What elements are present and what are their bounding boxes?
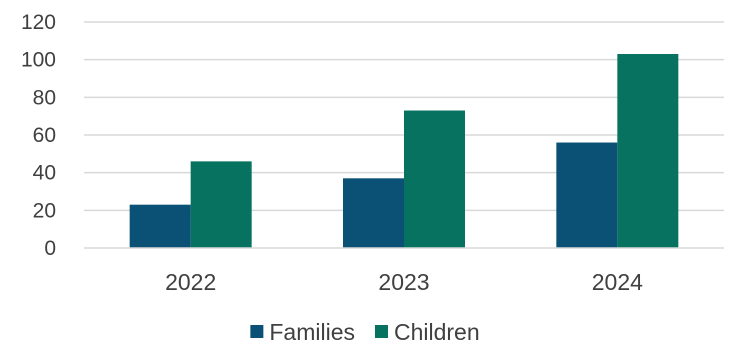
x-category-label: 2024 — [592, 269, 643, 295]
legend-label-families: Families — [269, 319, 355, 345]
bar-children-2024 — [617, 54, 679, 249]
y-tick-label: 40 — [33, 162, 56, 185]
legend-swatch-children — [374, 325, 388, 338]
y-tick-label: 120 — [21, 11, 56, 34]
y-tick-label: 80 — [33, 86, 56, 109]
bar-children-2023 — [404, 110, 465, 249]
x-axis-category-labels: 2022 2023 2024 — [165, 269, 643, 295]
bar-children-2022 — [190, 161, 252, 248]
y-tick-label: 60 — [33, 124, 56, 147]
bar-families-2024 — [556, 142, 618, 248]
legend-label-children: Children — [394, 319, 480, 345]
y-tick-label: 20 — [33, 199, 56, 222]
bar-families-2023 — [343, 178, 404, 248]
y-tick-label: 100 — [21, 49, 56, 72]
legend: Families Children — [250, 319, 480, 345]
legend-swatch-families — [250, 325, 264, 338]
x-category-label: 2023 — [378, 269, 429, 295]
x-category-label: 2022 — [165, 269, 216, 295]
y-tick-label: 0 — [44, 237, 56, 260]
y-axis-tick-labels: 0 20 40 60 80 100 120 — [21, 11, 56, 260]
bar-families-2022 — [129, 204, 191, 248]
bar-series — [129, 54, 679, 249]
